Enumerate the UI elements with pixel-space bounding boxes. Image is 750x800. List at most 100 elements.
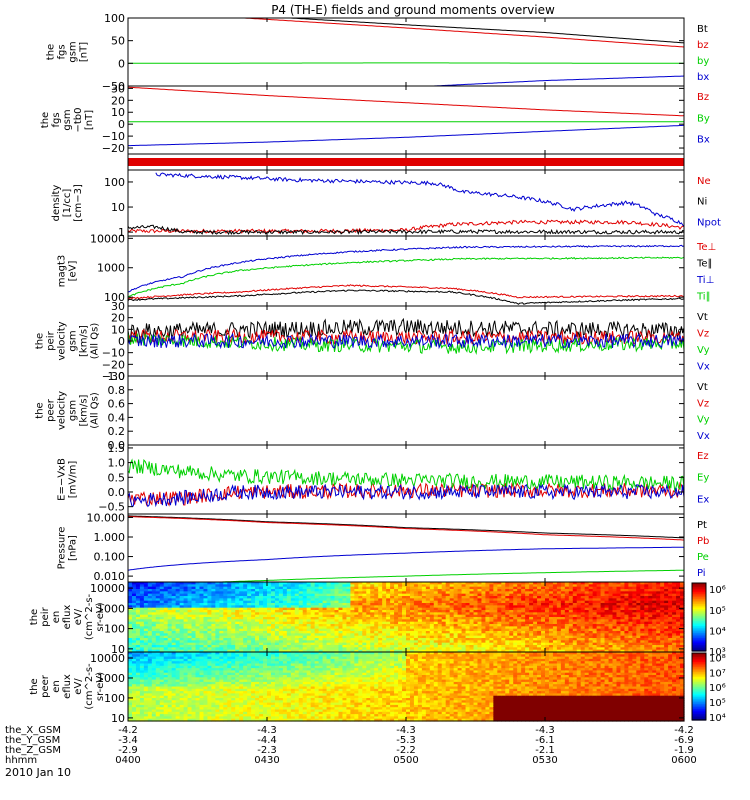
- heatmap-cell: [215, 589, 220, 592]
- heatmap-cell: [350, 610, 355, 613]
- heatmap-cell: [382, 647, 387, 651]
- heatmap-cell: [517, 640, 522, 644]
- heatmap-cell: [147, 628, 153, 632]
- heatmap-cell: [211, 605, 216, 609]
- heatmap-cell: [223, 612, 228, 616]
- heatmap-cell: [433, 591, 439, 595]
- heatmap-cell: [219, 626, 224, 630]
- heatmap-cell: [453, 596, 459, 599]
- heatmap-cell: [338, 642, 344, 646]
- heatmap-cell: [644, 584, 649, 588]
- heatmap-cell: [314, 600, 320, 604]
- heatmap-cell: [477, 598, 483, 602]
- heatmap-cell: [441, 584, 447, 588]
- heatmap-cell: [568, 603, 574, 606]
- heatmap-cell: [215, 633, 220, 637]
- heatmap-cell: [409, 598, 415, 602]
- heatmap-cell: [259, 600, 264, 604]
- heatmap-cell: [489, 589, 494, 592]
- heatmap-cell: [143, 628, 149, 632]
- heatmap-cell: [552, 600, 558, 604]
- heatmap-cell: [481, 619, 487, 623]
- heatmap-cell: [342, 626, 348, 630]
- heatmap-cell: [163, 663, 169, 667]
- heatmap-cell: [378, 584, 383, 588]
- heatmap-cell: [270, 584, 276, 588]
- heatmap-cell: [294, 605, 300, 609]
- heatmap-cell: [572, 589, 578, 592]
- heatmap-cell: [469, 628, 475, 632]
- heatmap-cell: [457, 621, 463, 625]
- heatmap-cell: [171, 693, 177, 697]
- heatmap-cell: [191, 663, 197, 667]
- heatmap-cell: [596, 607, 602, 611]
- heatmap-cell: [541, 624, 546, 627]
- heatmap-cell: [151, 621, 157, 625]
- heatmap-cell: [231, 603, 236, 606]
- heatmap-cell: [187, 654, 193, 658]
- heatmap-cell: [616, 582, 622, 585]
- heatmap-cell: [139, 698, 145, 701]
- heatmap-cell: [445, 624, 451, 627]
- heatmap-cell: [465, 586, 471, 590]
- heatmap-cell: [604, 631, 610, 634]
- heatmap-cell: [676, 603, 681, 606]
- heatmap-cell: [548, 586, 554, 590]
- heatmap-cell: [143, 584, 149, 588]
- heatmap-cell: [668, 642, 673, 646]
- heatmap-cell: [437, 645, 443, 648]
- heatmap-cell: [239, 642, 244, 646]
- heatmap-cell: [143, 631, 149, 634]
- heatmap-cell: [143, 695, 149, 699]
- heatmap-cell: [652, 633, 657, 637]
- heatmap-cell: [608, 640, 614, 644]
- heatmap-cell: [314, 638, 320, 641]
- heatmap-cell: [378, 600, 383, 604]
- heatmap-cell: [294, 621, 300, 625]
- heatmap-cell: [525, 607, 530, 611]
- heatmap-cell: [171, 582, 177, 585]
- heatmap-cell: [211, 617, 216, 620]
- heatmap-cell: [267, 621, 272, 625]
- heatmap-cell: [513, 584, 518, 588]
- heatmap-cell: [680, 593, 685, 597]
- heatmap-cell: [541, 584, 546, 588]
- heatmap-cell: [147, 631, 153, 634]
- heatmap-cell: [199, 596, 205, 599]
- heatmap-cell: [680, 589, 685, 592]
- heatmap-cell: [545, 582, 550, 585]
- heatmap-cell: [159, 628, 165, 632]
- heatmap-cell: [453, 631, 459, 634]
- heatmap-cell: [267, 642, 272, 646]
- heatmap-cell: [560, 600, 566, 604]
- heatmap-cell: [342, 600, 348, 604]
- heatmap-cell: [596, 640, 602, 644]
- heatmap-cell: [350, 633, 355, 637]
- heatmap-cell: [239, 633, 244, 637]
- heatmap-cell: [628, 584, 633, 588]
- y-axis-label: velocity: [57, 391, 68, 430]
- heatmap-cell: [533, 614, 538, 618]
- heatmap-cell: [294, 598, 300, 602]
- heatmap-cell: [664, 624, 669, 627]
- heatmap-cell: [378, 626, 383, 630]
- heatmap-cell: [485, 614, 490, 618]
- heatmap-cell: [139, 663, 145, 667]
- heatmap-cell: [449, 640, 455, 644]
- heatmap-cell: [382, 586, 387, 590]
- heatmap-cell: [274, 612, 280, 616]
- heatmap-cell: [175, 600, 181, 604]
- y-axis-label: [nPa]: [68, 535, 79, 561]
- heatmap-cell: [167, 661, 173, 665]
- heatmap-cell: [421, 586, 427, 590]
- heatmap-cell: [167, 707, 173, 711]
- heatmap-cell: [175, 638, 181, 641]
- heatmap-cell: [676, 647, 681, 651]
- heatmap-cell: [600, 591, 606, 595]
- heatmap-cell: [477, 603, 483, 606]
- heatmap-cell: [533, 591, 538, 595]
- heatmap-cell: [155, 652, 161, 655]
- heatmap-cell: [350, 591, 355, 595]
- heatmap-cell: [167, 617, 173, 620]
- heatmap-cell: [501, 645, 506, 648]
